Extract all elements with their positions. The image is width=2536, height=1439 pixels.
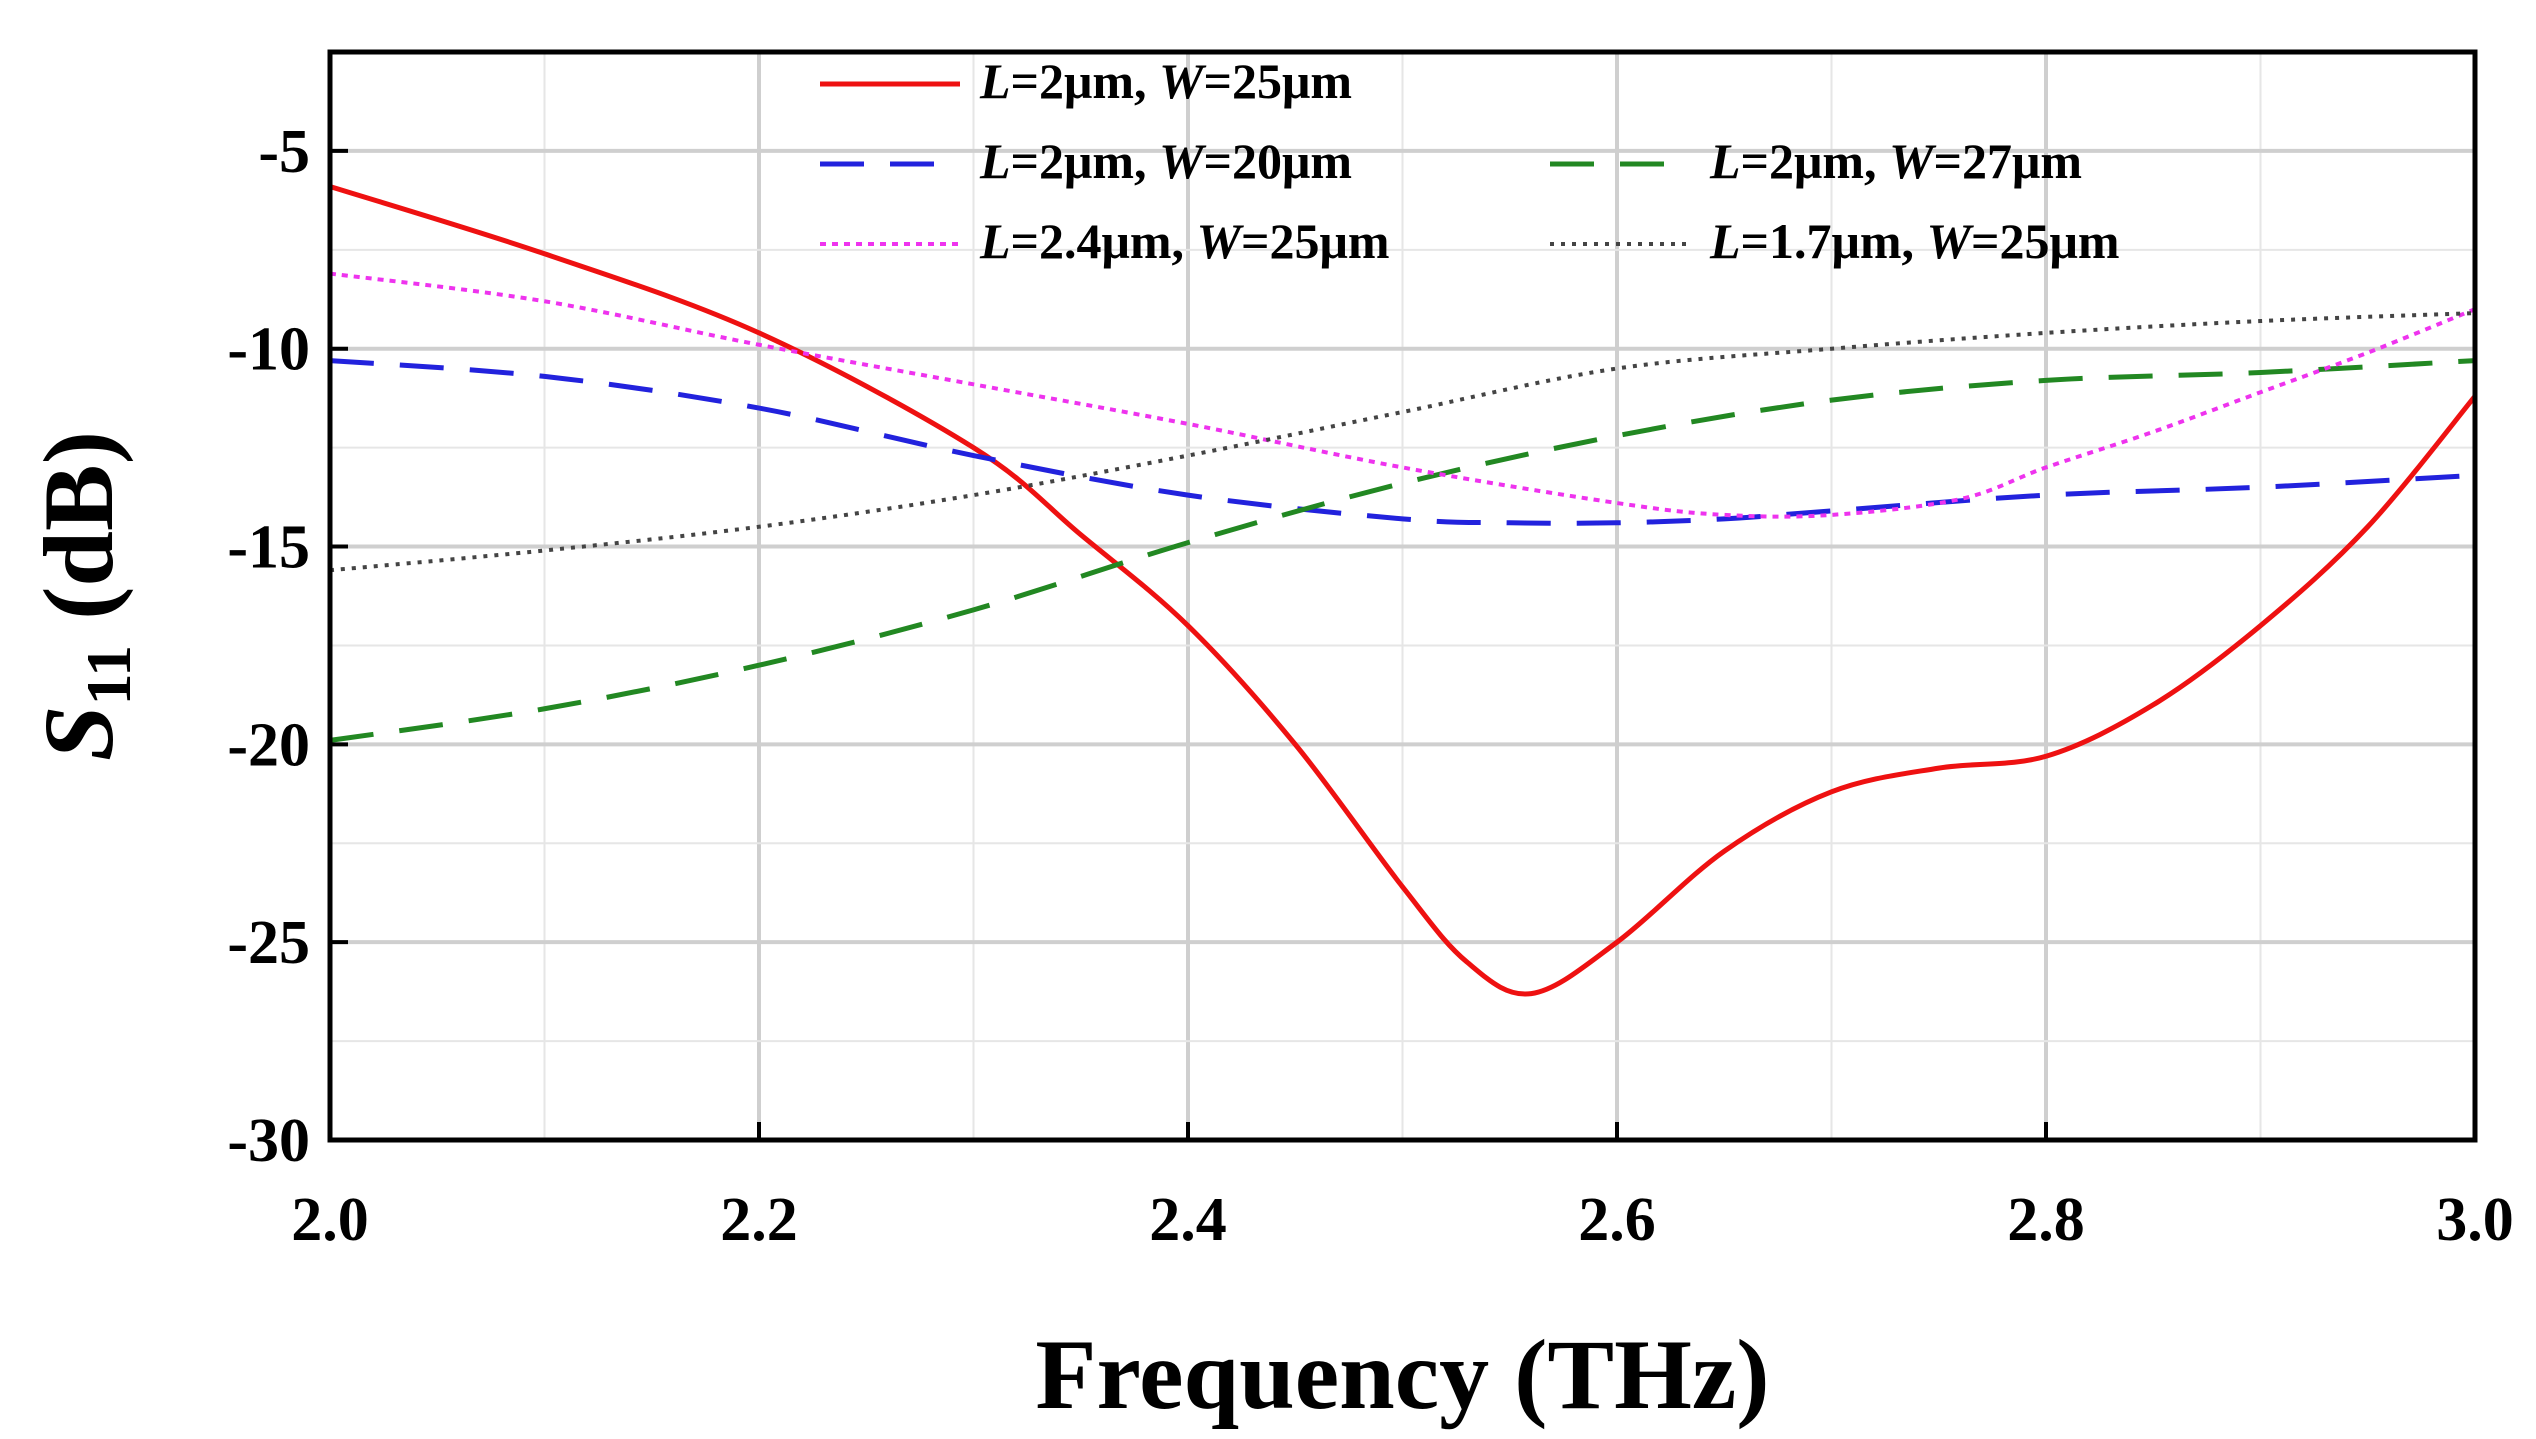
y-axis-title-symbol: S — [23, 705, 134, 761]
legend-label-part: =2μm, — [1011, 133, 1160, 189]
y-tick-label: -5 — [258, 118, 310, 186]
y-axis-title-unit: (dB) — [23, 431, 134, 645]
legend-label-part: =27μm — [1934, 133, 2083, 189]
y-tick-label: -25 — [227, 909, 310, 977]
legend-label-2: L=2μm, W=20μm — [979, 133, 1352, 189]
legend-label-part: W — [1197, 213, 1245, 269]
y-tick-label: -15 — [227, 514, 310, 582]
x-tick-label: 2.6 — [1578, 1186, 1656, 1254]
y-tick-label: -10 — [227, 316, 310, 384]
data-series — [329, 184, 2477, 997]
legend-label-part: =2.4μm, — [1011, 213, 1197, 269]
y-tick-label: -30 — [227, 1107, 310, 1175]
x-tick-label: 2.0 — [291, 1186, 369, 1254]
legend-label-part: W — [1889, 133, 1937, 189]
legend-label-part: =20μm — [1204, 133, 1353, 189]
x-axis-title: Frequency (THz) — [1035, 1319, 1769, 1430]
legend-label-part: L — [979, 213, 1011, 269]
axis-ticks: 2.0 2.2 2.4 2.6 2.8 3.0 -5 -10 -15 -20 -25 -30 — [227, 118, 2513, 1254]
legend-label-part: W — [1159, 53, 1207, 109]
legend-label-5: L=1.7μm, W=25μm — [1709, 213, 2120, 269]
x-tick-label: 2.4 — [1149, 1186, 1227, 1254]
legend-label-part: L — [979, 133, 1011, 189]
legend-label-part: =2μm, — [1011, 53, 1160, 109]
series-line-2 — [329, 358, 2476, 526]
x-tick-label: 2.8 — [2007, 1186, 2085, 1254]
legend-label-part: =25μm — [1204, 53, 1353, 109]
y-axis-title-subscript: 11 — [73, 645, 144, 705]
legend-label-part: =2μm, — [1741, 133, 1890, 189]
legend-label-part: =1.7μm, — [1741, 213, 1927, 269]
legend-label-part: W — [1927, 213, 1975, 269]
plot-frame — [327, 49, 2478, 1143]
legend-label-part: =25μm — [1971, 213, 2120, 269]
legend-label-part: L — [1709, 133, 1741, 189]
series-line-5 — [329, 311, 2476, 573]
legend-label-part: L — [979, 53, 1011, 109]
y-tick-label: -20 — [227, 711, 310, 779]
legend-label-part: L — [1709, 213, 1741, 269]
series-line-1 — [329, 184, 2477, 997]
legend-label-3: L=2μm, W=27μm — [1709, 133, 2082, 189]
x-tick-label: 2.2 — [720, 1186, 798, 1254]
legend-label-4: L=2.4μm, W=25μm — [979, 213, 1390, 269]
legend-label-1: L=2μm, W=25μm — [979, 53, 1352, 109]
legend-label-part: W — [1159, 133, 1207, 189]
series-line-3 — [329, 358, 2476, 743]
series-line-4 — [329, 271, 2476, 519]
grid-lines — [330, 52, 2475, 1140]
y-axis-title: S11 (dB) — [23, 431, 144, 761]
legend-label-part: =25μm — [1241, 213, 1390, 269]
x-tick-label: 3.0 — [2436, 1186, 2514, 1254]
